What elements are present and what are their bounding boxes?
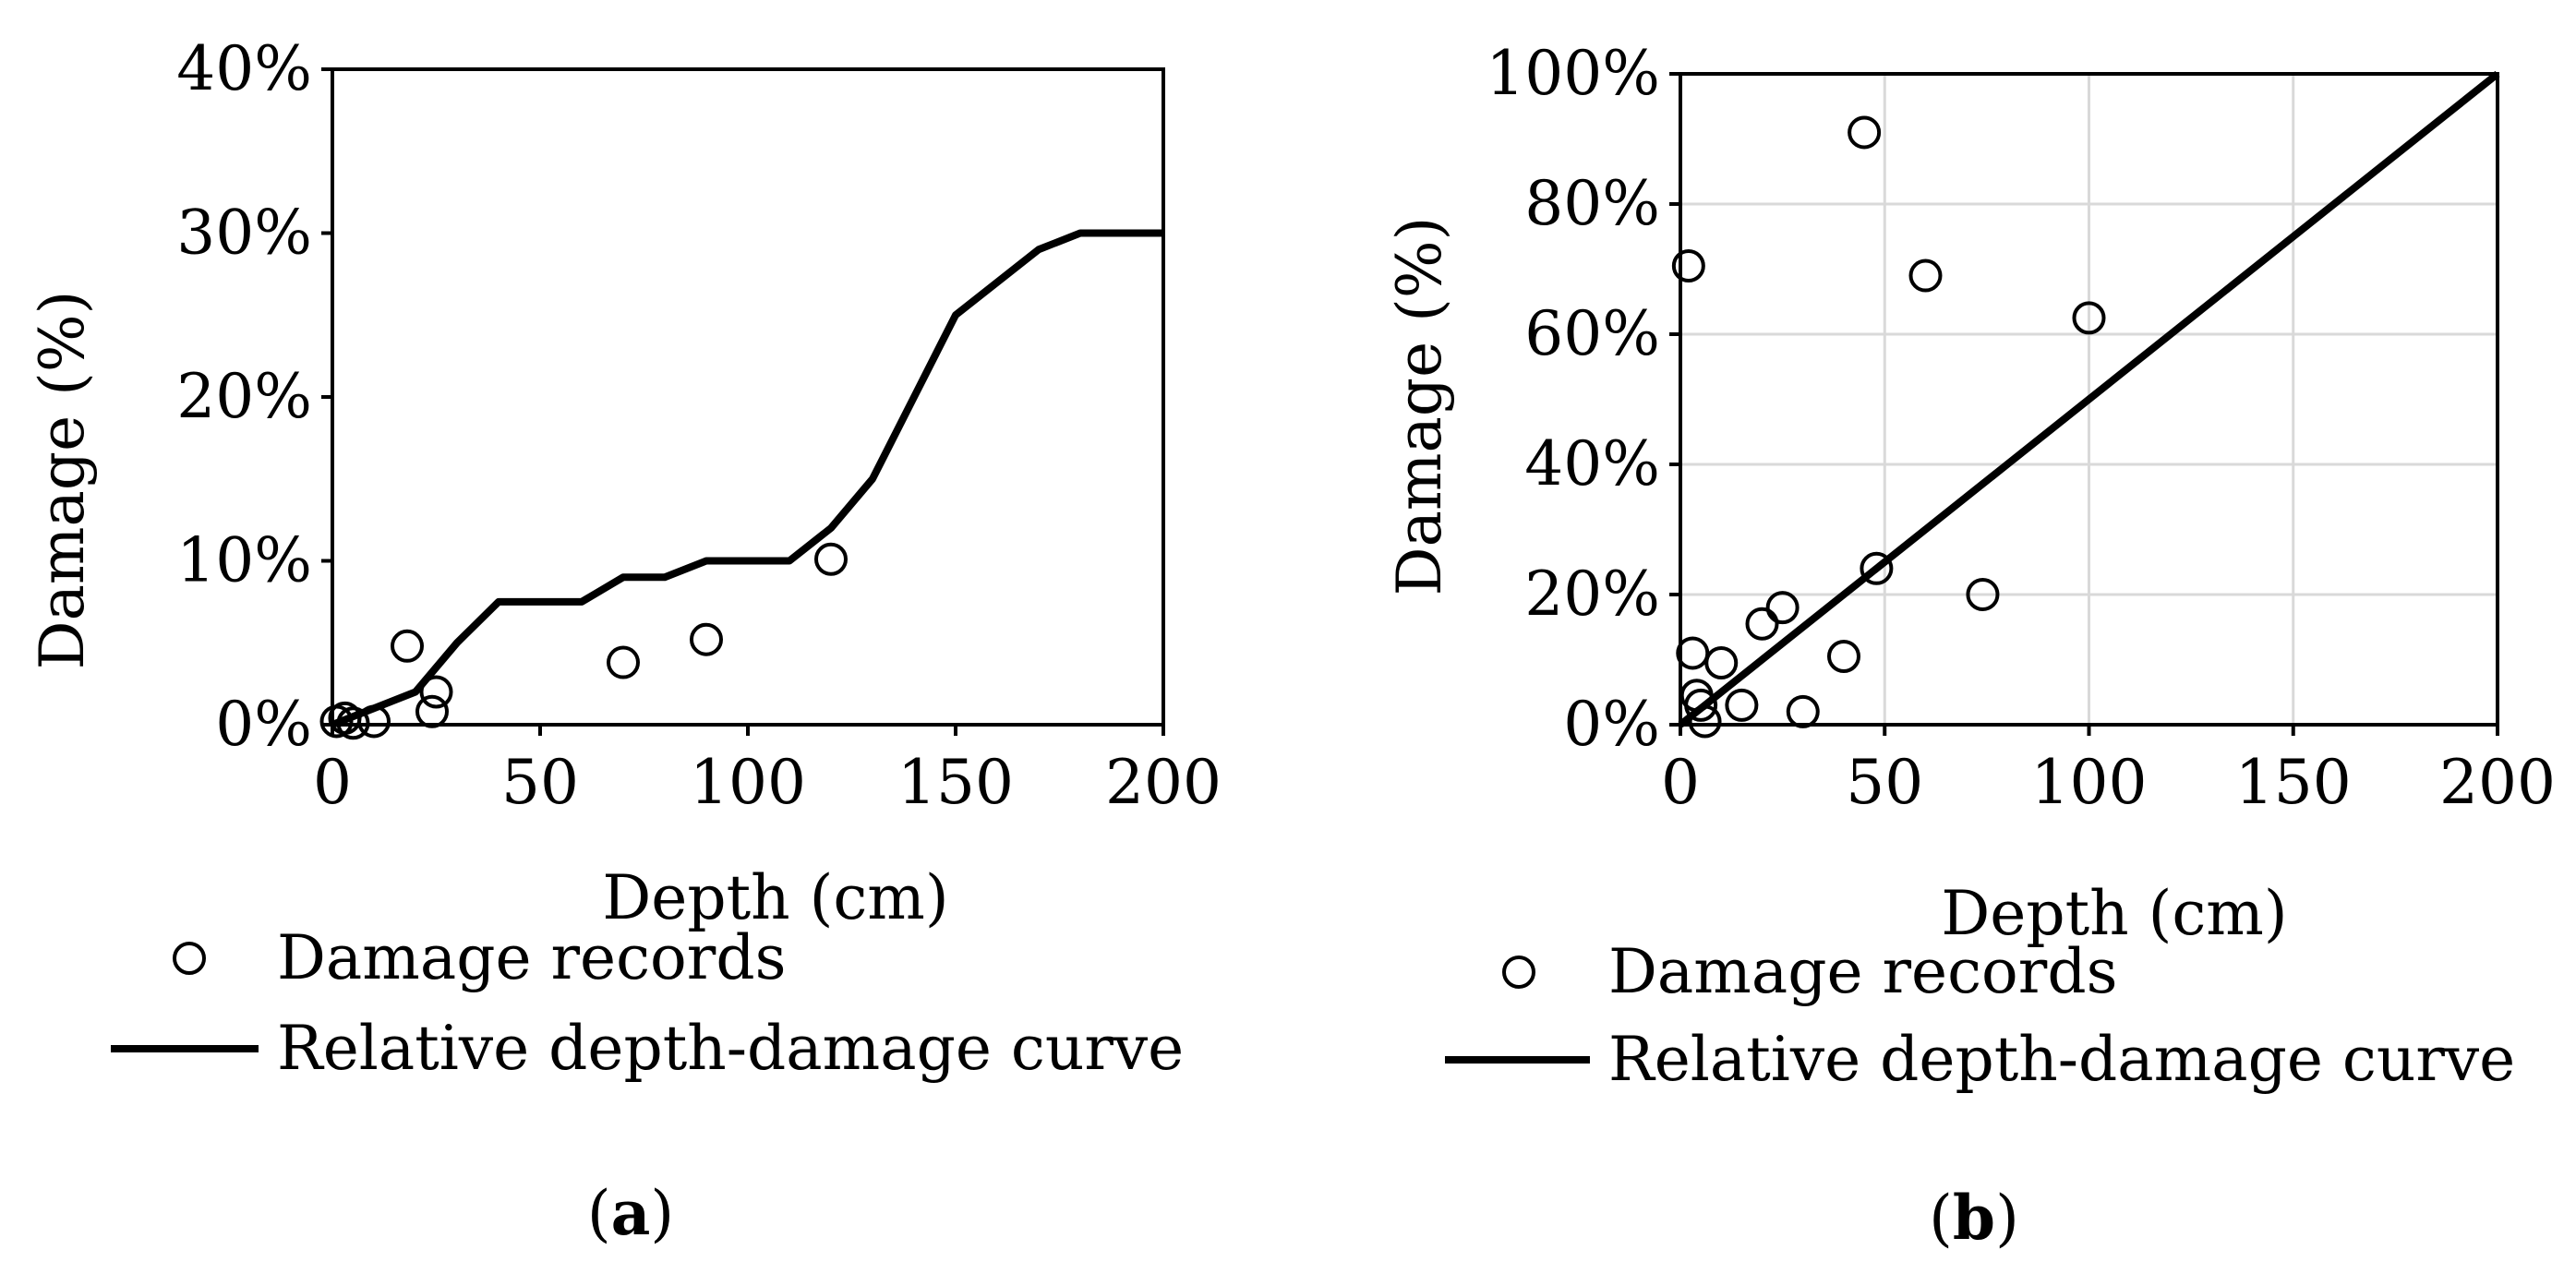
panel-b-x-tick-label: 100 bbox=[2031, 747, 2148, 818]
panel-a-damage-record-point bbox=[419, 675, 453, 709]
panel-b-x-tick-label: 150 bbox=[2235, 747, 2352, 818]
panel-a-y-tick-label: 30% bbox=[176, 198, 312, 269]
panel-a-damage-records bbox=[319, 542, 848, 740]
panel-b: 0% 20% 40% 60% 80% 100% 0 50 100 150 200 Depth (c… bbox=[1384, 38, 2556, 1254]
panel-a-y-tick-label: 0% bbox=[215, 689, 312, 760]
panel-a-x-tick-label: 50 bbox=[501, 747, 579, 818]
panel-b-damage-record-point bbox=[1765, 591, 1800, 625]
panel-b-damage-record-point bbox=[1745, 607, 1779, 641]
panel-b-damage-record-point bbox=[1966, 578, 2000, 611]
panel-b-x-tick-label: 50 bbox=[1846, 747, 1923, 818]
panel-a-y-ticks: 0% 10% 20% 30% 40% bbox=[176, 33, 332, 760]
panel-a-x-ticks: 0 50 100 150 200 bbox=[313, 725, 1222, 818]
panel-a-damage-record-point bbox=[357, 704, 391, 739]
panel-a: 0% 10% 20% 30% 40% 0 50 100 150 200 Depth (cm) D… bbox=[27, 33, 1222, 1249]
panel-b-y-tick-label: 40% bbox=[1524, 428, 1660, 499]
panel-b-legend-label-records: Damage records bbox=[1608, 936, 2117, 1007]
panel-b-damage-record-point bbox=[1860, 551, 1894, 585]
panel-b-x-ticks: 0 50 100 150 200 bbox=[1661, 725, 2556, 818]
panel-a-legend-label-curve: Relative depth-damage curve bbox=[277, 1013, 1184, 1084]
panel-b-legend-label-curve: Relative depth-damage curve bbox=[1608, 1024, 2515, 1095]
panel-b-y-ticks: 0% 20% 40% 60% 80% 100% bbox=[1486, 38, 1680, 760]
panel-b-label: (b) bbox=[1929, 1182, 2019, 1254]
panel-b-y-axis-title: Damage (%) bbox=[1384, 217, 1455, 596]
panel-b-y-tick-label: 20% bbox=[1524, 559, 1660, 630]
panel-a-y-tick-label: 20% bbox=[176, 361, 312, 432]
panel-a-y-axis-title: Damage (%) bbox=[27, 291, 98, 670]
panel-a-damage-record-point bbox=[814, 542, 848, 576]
panel-b-damage-record-point bbox=[1688, 704, 1722, 739]
panel-a-legend-circle-marker bbox=[173, 942, 206, 975]
panel-a-damage-record-point bbox=[607, 645, 640, 679]
panel-a-y-tick-label: 10% bbox=[176, 525, 312, 596]
panel-b-y-tick-label: 100% bbox=[1486, 38, 1660, 109]
panel-b-y-tick-label: 0% bbox=[1563, 689, 1660, 760]
panel-b-damage-record-point bbox=[1704, 646, 1739, 680]
panel-a-damage-record-point bbox=[336, 706, 370, 740]
panel-a-x-tick-label: 200 bbox=[1105, 747, 1222, 818]
panel-b-x-axis-title: Depth (cm) bbox=[1941, 878, 2287, 949]
panel-a-x-tick-label: 0 bbox=[313, 747, 352, 818]
panel-a-legend-label-records: Damage records bbox=[277, 922, 786, 993]
panel-b-legend-circle-marker bbox=[1502, 955, 1535, 989]
panel-b-damage-record-point bbox=[1671, 248, 1705, 282]
panel-a-y-tick-label: 40% bbox=[176, 33, 312, 104]
panel-a-damage-record-point bbox=[391, 629, 424, 663]
panel-a-damage-record-point bbox=[690, 622, 723, 656]
panel-b-damage-record-point bbox=[1827, 639, 1860, 673]
panel-b-damage-records bbox=[1671, 115, 2106, 739]
panel-a-plot-frame bbox=[331, 67, 1165, 727]
panel-b-damage-record-point bbox=[1786, 694, 1820, 728]
panel-a-label-letter: a bbox=[611, 1177, 651, 1249]
panel-b-damage-record-point bbox=[2072, 301, 2106, 335]
panel-a-legend: Damage records Relative depth-damage cur… bbox=[111, 922, 1184, 1084]
panel-b-x-tick-label: 0 bbox=[1661, 747, 1700, 818]
panel-b-y-tick-label: 80% bbox=[1524, 168, 1660, 239]
panel-b-y-tick-label: 60% bbox=[1524, 298, 1660, 369]
panel-b-damage-record-point bbox=[1725, 688, 1759, 722]
panel-a-depth-damage-curve bbox=[331, 229, 1163, 728]
panel-b-x-tick-label: 200 bbox=[2439, 747, 2556, 818]
panel-a-x-axis-title: Depth (cm) bbox=[602, 862, 948, 933]
panel-b-damage-record-point bbox=[1848, 115, 1882, 150]
panel-b-damage-record-point bbox=[1908, 258, 1943, 293]
panel-b-damage-record-point bbox=[1676, 636, 1710, 670]
panel-a-x-tick-label: 100 bbox=[690, 747, 806, 818]
panel-b-legend: Damage records Relative depth-damage cur… bbox=[1445, 936, 2515, 1095]
panel-b-depth-damage-curve bbox=[1678, 70, 2500, 728]
panel-b-damage-record-point bbox=[1684, 688, 1718, 722]
panel-a-label: (a) bbox=[587, 1177, 674, 1249]
panel-a-x-tick-label: 150 bbox=[897, 747, 1014, 818]
panel-b-label-letter: b bbox=[1953, 1182, 1995, 1254]
panel-a-damage-record-point bbox=[415, 694, 449, 728]
